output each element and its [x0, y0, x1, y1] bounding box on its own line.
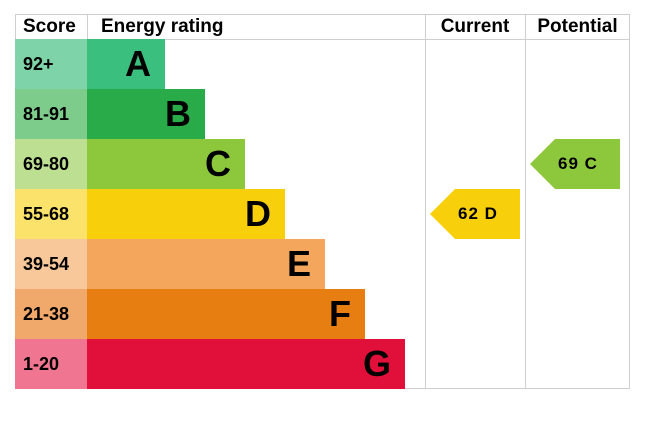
band-bar-f: F	[87, 289, 365, 339]
band-score-g: 1-20	[15, 339, 87, 389]
header-energy-rating: Energy rating	[101, 16, 224, 37]
header-potential: Potential	[537, 16, 618, 37]
header-score: Score	[23, 16, 76, 37]
band-score-b: 81-91	[15, 89, 87, 139]
band-score-f: 21-38	[15, 289, 87, 339]
header-current: Current	[440, 16, 510, 37]
potential-rating-arrow: 69 C	[530, 139, 620, 189]
potential-rating-label: 69 C	[558, 154, 598, 173]
band-bar-c: C	[87, 139, 245, 189]
band-bar-d: D	[87, 189, 285, 239]
band-bar-b: B	[87, 89, 205, 139]
band-score-e: 39-54	[15, 239, 87, 289]
band-bar-e: E	[87, 239, 325, 289]
header-divider	[15, 39, 630, 40]
current-rating-arrow: 62 D	[430, 189, 520, 239]
band-bar-a: A	[87, 39, 165, 89]
potential-arrow-shape	[530, 139, 620, 189]
column-divider-potential	[525, 14, 526, 389]
band-score-d: 55-68	[15, 189, 87, 239]
band-score-a: 92+	[15, 39, 87, 89]
column-divider-current	[425, 14, 426, 389]
current-rating-label: 62 D	[458, 204, 498, 223]
band-score-c: 69-80	[15, 139, 87, 189]
band-bar-g: G	[87, 339, 405, 389]
current-arrow-shape	[430, 189, 520, 239]
